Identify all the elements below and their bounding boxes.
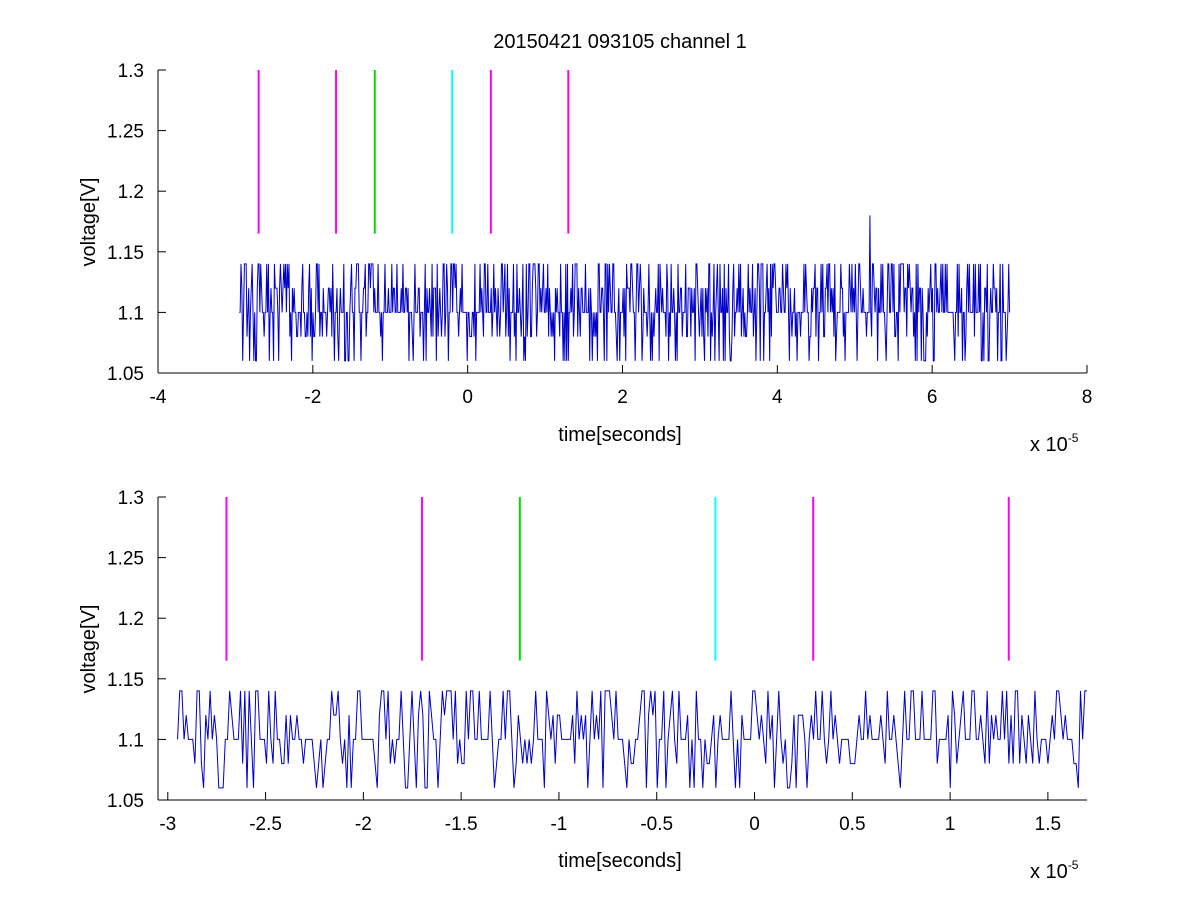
bottom-plot-xtick-label: -2 <box>355 814 372 835</box>
bottom-plot-signal-line <box>177 690 1087 789</box>
bottom-plot-xtick-label: 0.5 <box>839 814 865 835</box>
top-plot-ytick-label: 1.25 <box>107 122 144 143</box>
top-plot-xtick-label: 4 <box>772 387 783 408</box>
bottom-plot-xtick-label: 1 <box>945 814 956 835</box>
top-plot-x-multiplier-base: x 10 <box>1030 434 1068 456</box>
top-plot-xlabel: time[seconds] <box>558 424 681 446</box>
bottom-plot-ytick-label: 1.15 <box>107 670 144 691</box>
figure-title: 20150421 093105 channel 1 <box>493 31 747 53</box>
top-plot: -4 -2 0 2 4 6 8 1.05 1.1 1.15 1.2 1.25 1.3 time[sec… <box>78 61 1092 456</box>
top-plot-ytick-label: 1.2 <box>118 182 144 203</box>
top-plot-xtick-label: -2 <box>304 387 321 408</box>
bottom-plot-ytick-label: 1.3 <box>118 488 144 509</box>
top-plot-xtick-label: 0 <box>462 387 473 408</box>
bottom-plot-ylabel: voltage[V] <box>78 605 100 694</box>
top-plot-signal-line <box>239 215 1011 362</box>
bottom-plot-ytick-label: 1.2 <box>118 609 144 630</box>
bottom-plot-xtick-label: 1.5 <box>1035 814 1061 835</box>
bottom-plot-xtick-label: 0 <box>749 814 760 835</box>
bottom-plot-xtick-label: -3 <box>159 814 176 835</box>
bottom-plot-ytick-label: 1.25 <box>107 549 144 570</box>
top-plot-xtick-label: -4 <box>150 387 167 408</box>
bottom-plot-ytick-label: 1.05 <box>107 791 144 812</box>
bottom-plot-xtick-label: -2.5 <box>249 814 282 835</box>
top-plot-x-multiplier-exp: -5 <box>1068 431 1079 445</box>
bottom-plot-xtick-label: -1.5 <box>445 814 478 835</box>
bottom-plot-xtick-label: -0.5 <box>640 814 673 835</box>
top-plot-xtick-label: 6 <box>927 387 938 408</box>
top-plot-ytick-label: 1.3 <box>118 61 144 82</box>
bottom-plot-x-multiplier-base: x 10 <box>1030 861 1068 883</box>
top-plot-ytick-label: 1.05 <box>107 364 144 385</box>
bottom-plot-ytick-label: 1.1 <box>118 730 144 751</box>
top-plot-xtick-label: 2 <box>617 387 628 408</box>
bottom-plot-xlabel: time[seconds] <box>558 850 681 872</box>
top-plot-ytick-label: 1.15 <box>107 243 144 264</box>
bottom-plot-x-multiplier: x 10-5 <box>1030 858 1079 883</box>
bottom-plot-xtick-label: -1 <box>550 814 567 835</box>
bottom-plot-x-multiplier-exp: -5 <box>1068 858 1079 872</box>
top-plot-x-multiplier: x 10-5 <box>1030 431 1079 456</box>
top-plot-ytick-label: 1.1 <box>118 303 144 324</box>
top-plot-ylabel: voltage[V] <box>78 178 100 267</box>
top-plot-xtick-label: 8 <box>1082 387 1093 408</box>
bottom-plot: -3 -2.5 -2 -1.5 -1 -0.5 0 0.5 1 1.5 1.05 1.1 1.15 1.… <box>78 488 1087 883</box>
